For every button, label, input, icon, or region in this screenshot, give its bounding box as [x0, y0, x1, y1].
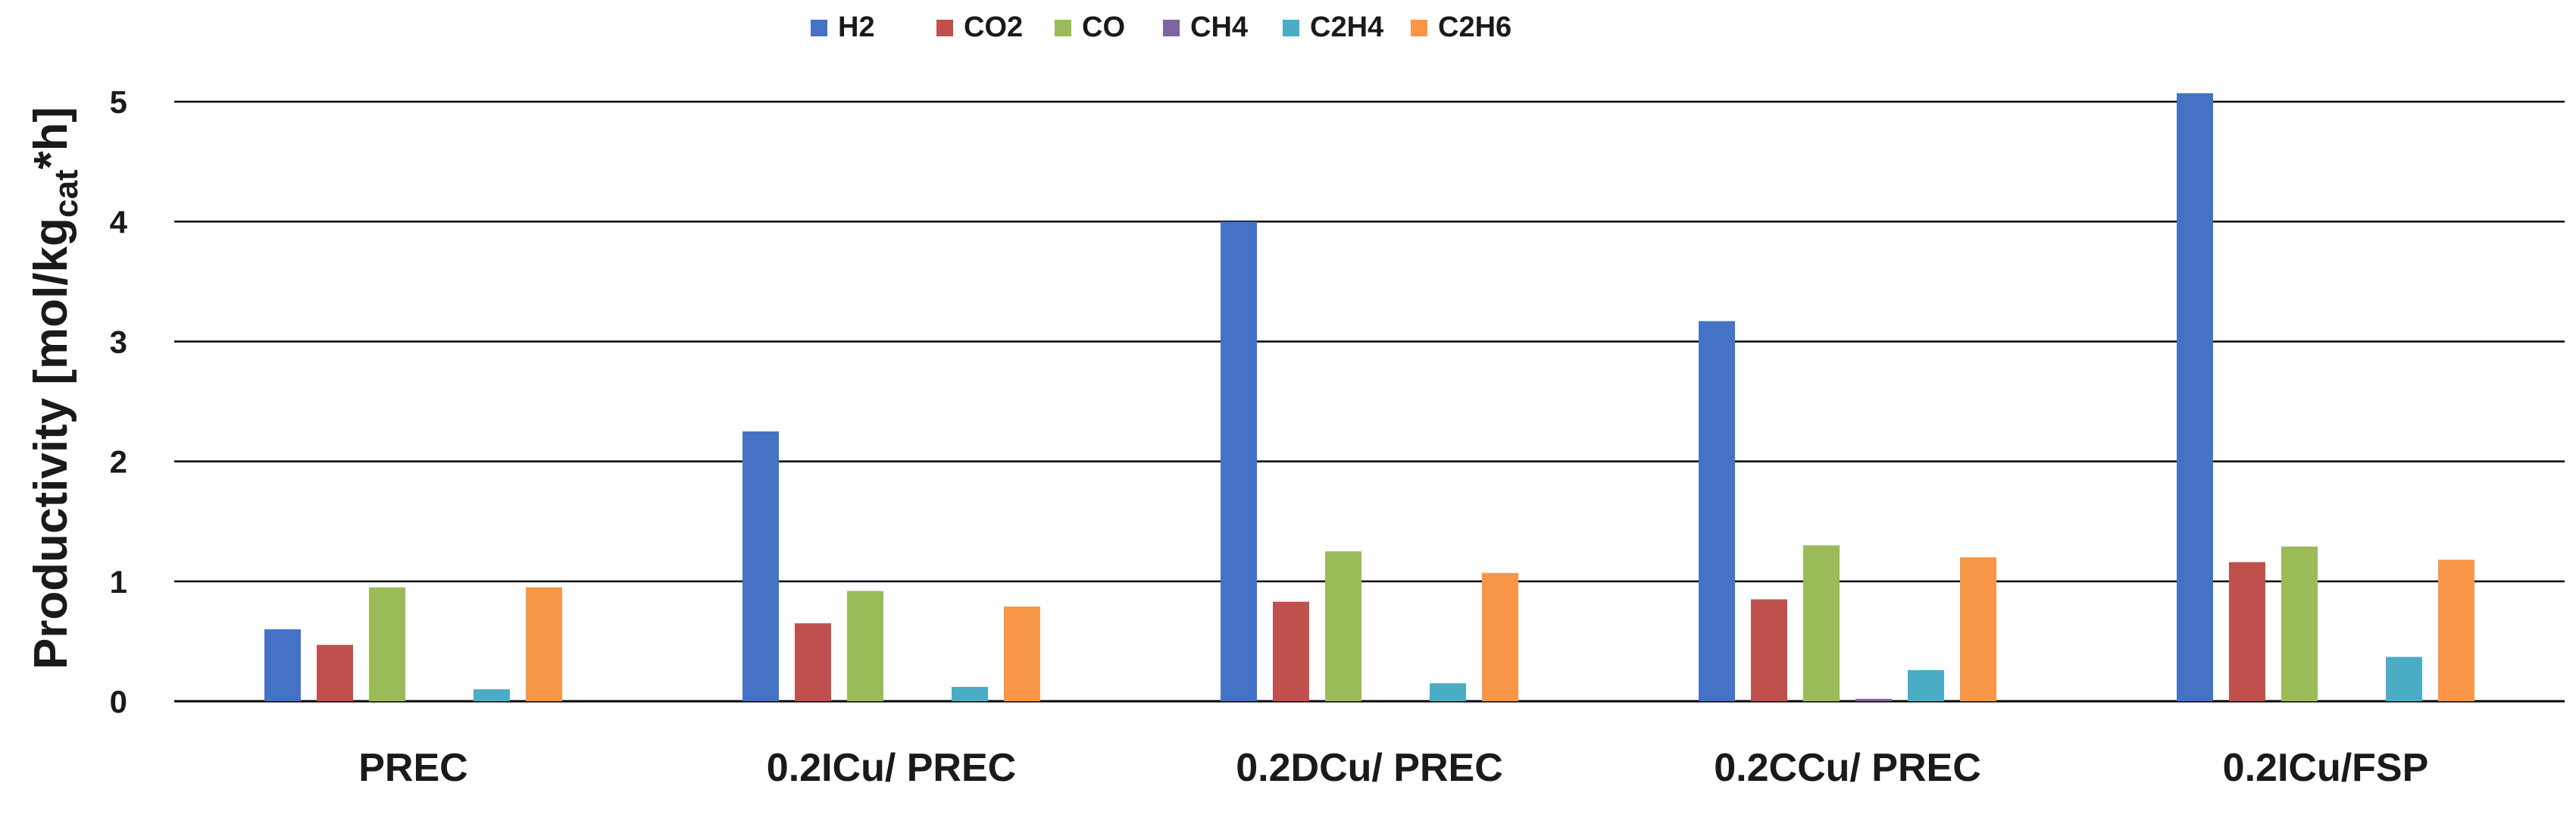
bar-co-4 — [2281, 546, 2318, 701]
y-tick-label: 1 — [110, 564, 127, 600]
bar-c2h4-2 — [1430, 683, 1466, 701]
legend-label-co: CO — [1082, 11, 1125, 43]
bar-h2-1 — [742, 431, 779, 701]
bar-h2-3 — [1699, 321, 1735, 701]
legend-label-co2: CO2 — [964, 11, 1023, 43]
x-category-label: 0.2CCu/ PREC — [1714, 746, 1981, 790]
legend-swatch-c2h4 — [1283, 20, 1299, 36]
y-tick-label: 4 — [110, 204, 128, 240]
x-category-label: PREC — [358, 746, 467, 790]
x-category-labels: PREC 0.2ICu/ PREC 0.2DCu/ PREC 0.2CCu/ PREC… — [358, 746, 2428, 790]
bar-c2h6-4 — [2438, 559, 2474, 701]
legend-swatch-h2 — [811, 20, 827, 36]
y-axis-label: Productivity [mol/kgcat*h] — [25, 107, 85, 669]
y-tick-label: 2 — [110, 444, 127, 480]
bar-c2h6-2 — [1482, 572, 1518, 701]
y-tick-label: 5 — [110, 84, 127, 120]
legend-label-h2: H2 — [838, 11, 875, 43]
bar-ch4-3 — [1855, 698, 1892, 701]
bar-c2h4-3 — [1908, 669, 1944, 701]
bar-co-0 — [369, 587, 405, 701]
y-tick-label: 0 — [110, 684, 127, 719]
y-tick-label: 3 — [110, 324, 127, 359]
x-category-label: 0.2ICu/ PREC — [767, 746, 1016, 790]
bar-co-3 — [1803, 545, 1840, 701]
bar-c2h6-3 — [1960, 557, 1996, 701]
bar-c2h4-4 — [2386, 657, 2422, 701]
bar-co2-3 — [1751, 599, 1787, 701]
bar-c2h4-0 — [474, 689, 510, 701]
y-axis-label-suffix: *h] — [25, 107, 77, 170]
bar-co2-1 — [795, 623, 831, 701]
bar-h2-0 — [264, 629, 301, 701]
legend-swatch-c2h6 — [1411, 20, 1427, 36]
bar-h2-2 — [1221, 221, 1257, 702]
legend-swatch-co — [1055, 20, 1071, 36]
x-category-label: 0.2DCu/ PREC — [1236, 746, 1503, 790]
bar-co-2 — [1325, 551, 1361, 701]
bar-c2h4-1 — [952, 687, 988, 701]
y-axis-label-main: Productivity [mol/kg — [25, 218, 77, 669]
bars-group — [264, 93, 2474, 702]
bar-c2h6-1 — [1004, 606, 1040, 701]
legend-label-c2h4: C2H4 — [1310, 11, 1383, 43]
bar-h2-4 — [2177, 93, 2213, 701]
y-tick-labels: 0 1 2 3 4 5 — [110, 84, 128, 719]
bar-c2h6-0 — [526, 587, 562, 701]
legend-label-ch4: CH4 — [1190, 11, 1248, 43]
legend-label-c2h6: C2H6 — [1438, 11, 1512, 43]
bar-co-1 — [847, 591, 883, 701]
legend-swatch-co2 — [936, 20, 953, 36]
grid-lines — [174, 100, 2565, 703]
bar-co2-4 — [2229, 562, 2265, 701]
chart-legend: H2 CO2 CO CH4 C2H4 C2H6 — [811, 11, 1512, 43]
x-category-label: 0.2ICu/FSP — [2223, 746, 2429, 790]
bar-co2-2 — [1273, 601, 1309, 701]
bar-co2-0 — [317, 644, 353, 701]
y-axis-label-subscript: cat — [48, 169, 85, 218]
legend-swatch-ch4 — [1163, 20, 1180, 36]
